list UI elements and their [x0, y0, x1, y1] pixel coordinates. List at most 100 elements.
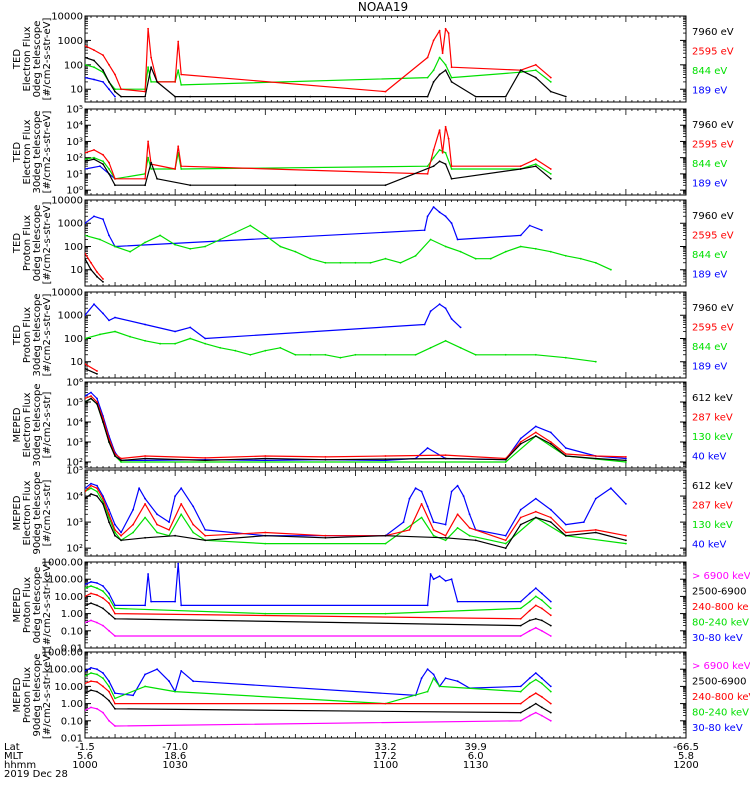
data-point	[504, 542, 507, 545]
data-point	[294, 184, 297, 187]
series-line	[85, 258, 104, 283]
data-point	[102, 153, 104, 156]
data-point	[147, 573, 150, 575]
data-point	[85, 222, 86, 225]
series-group	[85, 666, 552, 727]
data-point	[519, 635, 522, 637]
data-point	[144, 455, 147, 457]
data-point	[549, 607, 552, 610]
data-point	[549, 600, 552, 603]
data-point	[156, 81, 159, 83]
data-point	[102, 497, 104, 500]
data-point	[132, 508, 135, 511]
data-point	[93, 59, 95, 62]
date-label: 2019 Dec 28	[4, 769, 68, 780]
data-point	[534, 516, 537, 519]
data-point	[204, 459, 207, 462]
data-point	[528, 609, 531, 612]
legend-label: 240-800 ke	[692, 602, 749, 613]
data-point	[279, 346, 282, 349]
y-tick-label: 10.00	[54, 592, 83, 603]
data-point	[132, 531, 135, 534]
data-point	[108, 173, 110, 175]
data-point	[132, 694, 135, 697]
data-point	[429, 310, 432, 313]
data-point	[384, 461, 387, 463]
data-point	[564, 254, 567, 257]
data-point	[414, 487, 417, 490]
data-point	[85, 604, 86, 607]
data-point	[114, 697, 116, 700]
data-point	[174, 534, 177, 537]
legend-label: 2595 eV	[692, 230, 734, 241]
data-point	[519, 523, 522, 526]
data-point	[444, 677, 447, 680]
data-point	[144, 604, 147, 607]
data-point	[450, 578, 453, 581]
data-point	[90, 666, 92, 669]
data-point	[168, 680, 171, 683]
data-point	[114, 607, 116, 610]
data-point	[504, 534, 507, 537]
data-point	[144, 461, 147, 463]
y-tick-label: 1.00	[61, 609, 83, 620]
data-point	[85, 621, 86, 624]
data-point	[144, 503, 147, 505]
data-point	[168, 521, 171, 523]
data-point	[234, 95, 237, 98]
data-point	[90, 487, 92, 490]
x-tick-lat: -71.0	[162, 742, 188, 753]
legend-label: 844 eV	[692, 159, 727, 170]
x-tick-hhmm: 1130	[463, 760, 488, 771]
data-point	[177, 145, 180, 148]
data-point	[459, 326, 462, 329]
data-point	[339, 356, 342, 359]
data-point	[180, 604, 183, 607]
data-point	[102, 590, 104, 593]
data-point	[85, 76, 86, 79]
series-group	[85, 482, 627, 550]
data-point	[438, 129, 441, 132]
series-line	[85, 368, 98, 375]
data-point	[114, 245, 116, 248]
data-point	[85, 63, 86, 66]
data-point	[129, 335, 132, 338]
data-point	[102, 81, 104, 83]
data-point	[594, 457, 597, 460]
data-point	[549, 441, 552, 443]
data-point	[93, 215, 95, 218]
data-point	[234, 349, 237, 352]
data-point	[519, 702, 522, 705]
data-point	[264, 349, 267, 352]
data-point	[540, 714, 543, 717]
data-point	[528, 629, 531, 632]
data-point	[444, 534, 447, 537]
data-point	[174, 690, 177, 693]
data-point	[564, 95, 567, 98]
y-tick-label: 10⁴	[66, 417, 83, 428]
data-point	[219, 238, 222, 241]
y-axis-label-line: Electron Flux	[22, 392, 33, 457]
data-point	[444, 580, 447, 582]
data-point	[450, 490, 453, 493]
y-tick-label: 100.00	[48, 575, 83, 586]
data-point	[114, 95, 116, 98]
data-point	[96, 490, 98, 493]
y-tick-label: 100	[64, 242, 83, 253]
data-point	[414, 254, 417, 257]
data-point	[438, 160, 441, 163]
data-point	[625, 539, 627, 542]
data-point	[156, 513, 159, 516]
data-point	[144, 339, 147, 342]
series-line	[85, 224, 612, 271]
y-tick-label: 10⁰	[66, 186, 83, 197]
data-point	[108, 597, 110, 599]
data-point	[408, 497, 411, 500]
data-point	[450, 168, 453, 170]
data-point	[174, 342, 177, 345]
panel-7: 0.010.101.0010.00100.001000.00MEPEDProto…	[12, 558, 750, 655]
x-row-label: MLT	[4, 751, 24, 762]
data-point	[108, 168, 110, 170]
data-point	[444, 63, 447, 66]
